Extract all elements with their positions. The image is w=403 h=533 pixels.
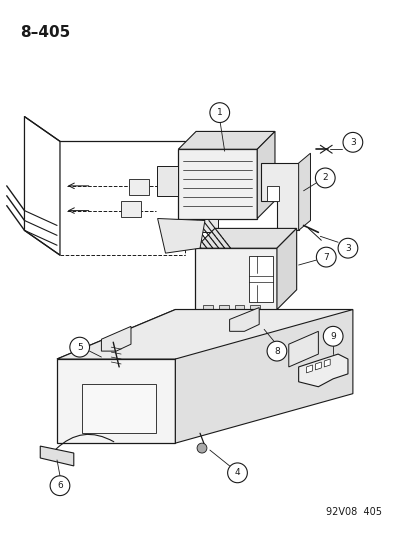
Polygon shape — [250, 304, 260, 318]
Polygon shape — [168, 219, 218, 232]
Polygon shape — [307, 365, 312, 373]
Text: 7: 7 — [323, 253, 329, 262]
Text: 2: 2 — [322, 173, 328, 182]
Circle shape — [343, 132, 363, 152]
Polygon shape — [121, 201, 141, 216]
Polygon shape — [203, 304, 213, 318]
Polygon shape — [178, 132, 275, 149]
Polygon shape — [249, 256, 273, 302]
Polygon shape — [82, 384, 156, 433]
Polygon shape — [299, 354, 348, 387]
Circle shape — [338, 238, 358, 258]
Polygon shape — [157, 166, 178, 196]
Circle shape — [316, 247, 336, 267]
Polygon shape — [261, 163, 299, 230]
Circle shape — [267, 341, 287, 361]
Polygon shape — [158, 219, 205, 253]
Polygon shape — [289, 332, 318, 367]
Polygon shape — [230, 308, 259, 332]
Polygon shape — [57, 359, 175, 443]
Circle shape — [197, 443, 207, 453]
Polygon shape — [57, 310, 353, 359]
Polygon shape — [175, 310, 353, 443]
Text: 5: 5 — [77, 343, 83, 352]
Text: 3: 3 — [345, 244, 351, 253]
Text: 4: 4 — [235, 469, 240, 478]
Polygon shape — [257, 132, 275, 219]
Polygon shape — [57, 310, 353, 359]
Circle shape — [323, 326, 343, 346]
Polygon shape — [316, 362, 321, 370]
Text: 3: 3 — [350, 138, 356, 147]
Polygon shape — [195, 248, 277, 310]
Circle shape — [210, 103, 230, 123]
Circle shape — [70, 337, 89, 357]
Polygon shape — [299, 153, 310, 230]
Text: 1: 1 — [217, 108, 222, 117]
Circle shape — [50, 476, 70, 496]
Polygon shape — [102, 326, 131, 351]
Polygon shape — [129, 179, 149, 195]
Polygon shape — [277, 229, 297, 310]
Text: 92V08  405: 92V08 405 — [326, 507, 382, 518]
Text: 8: 8 — [274, 346, 280, 356]
Polygon shape — [324, 359, 330, 367]
Text: 9: 9 — [330, 332, 336, 341]
Polygon shape — [25, 117, 60, 255]
Polygon shape — [178, 149, 257, 219]
Text: 8–405: 8–405 — [21, 25, 71, 39]
Text: 6: 6 — [57, 481, 63, 490]
Polygon shape — [195, 229, 297, 248]
Circle shape — [228, 463, 247, 483]
Polygon shape — [267, 186, 279, 201]
Circle shape — [316, 168, 335, 188]
Polygon shape — [40, 446, 74, 466]
Polygon shape — [219, 304, 229, 318]
Polygon shape — [235, 304, 244, 318]
